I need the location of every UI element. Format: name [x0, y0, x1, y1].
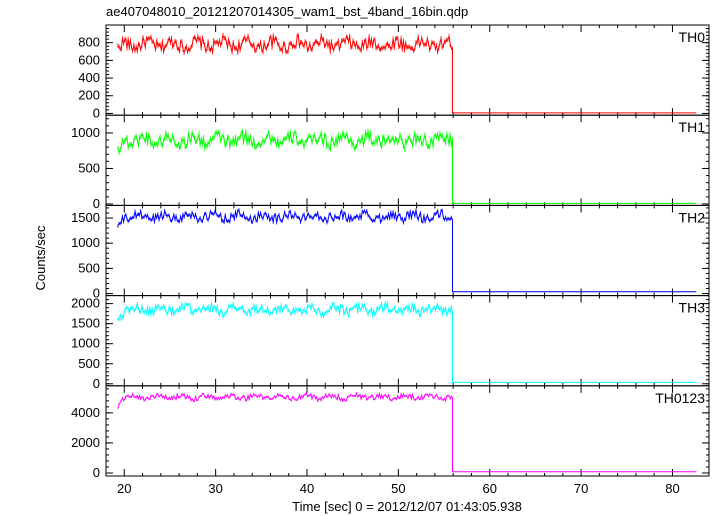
- x-tick-label: 80: [665, 481, 679, 496]
- y-tick-label-TH0123: 0: [93, 465, 100, 480]
- x-axis-label: Time [sec] 0 = 2012/12/07 01:43:05.938: [292, 499, 522, 514]
- series-label-TH1: TH1: [679, 119, 706, 135]
- series-label-TH0123: TH0123: [655, 390, 705, 406]
- panel-frame-TH1: [106, 115, 709, 205]
- y-tick-label-TH3: 0: [93, 376, 100, 391]
- y-tick-label-TH3: 1000: [71, 336, 100, 351]
- x-tick-label: 70: [574, 481, 588, 496]
- y-tick-label-TH2: 1500: [71, 210, 100, 225]
- x-tick-label: 60: [482, 481, 496, 496]
- y-tick-label-TH0123: 4000: [71, 405, 100, 420]
- y-tick-label-TH1: 1000: [71, 125, 100, 140]
- y-tick-label-TH0123: 2000: [71, 435, 100, 450]
- y-tick-label-TH1: 0: [93, 196, 100, 211]
- x-tick-label: 20: [117, 481, 131, 496]
- y-tick-label-TH0: 200: [78, 88, 100, 103]
- series-line-TH0123: [118, 393, 697, 472]
- y-tick-label-TH3: 500: [78, 356, 100, 371]
- y-tick-label-TH0: 0: [93, 105, 100, 120]
- x-tick-label: 30: [208, 481, 222, 496]
- y-tick-label-TH2: 500: [78, 260, 100, 275]
- series-label-TH2: TH2: [679, 209, 706, 225]
- y-axis-label: Counts/sec: [33, 225, 48, 291]
- series-line-TH2: [118, 210, 697, 292]
- panel-frame-TH0: [106, 25, 709, 115]
- y-tick-label-TH1: 500: [78, 160, 100, 175]
- y-tick-label-TH3: 1500: [71, 316, 100, 331]
- x-tick-label: 50: [391, 481, 405, 496]
- chart-title: ae407048010_20121207014305_wam1_bst_4ban…: [106, 4, 468, 19]
- y-tick-label-TH0: 800: [78, 35, 100, 50]
- y-tick-label-TH2: 1000: [71, 235, 100, 250]
- y-tick-label-TH0: 400: [78, 70, 100, 85]
- y-tick-label-TH0: 600: [78, 52, 100, 67]
- series-label-TH3: TH3: [679, 300, 706, 316]
- x-tick-label: 40: [300, 481, 314, 496]
- y-tick-label-TH3: 2000: [71, 296, 100, 311]
- series-line-TH3: [118, 303, 697, 383]
- series-label-TH0: TH0: [679, 29, 706, 45]
